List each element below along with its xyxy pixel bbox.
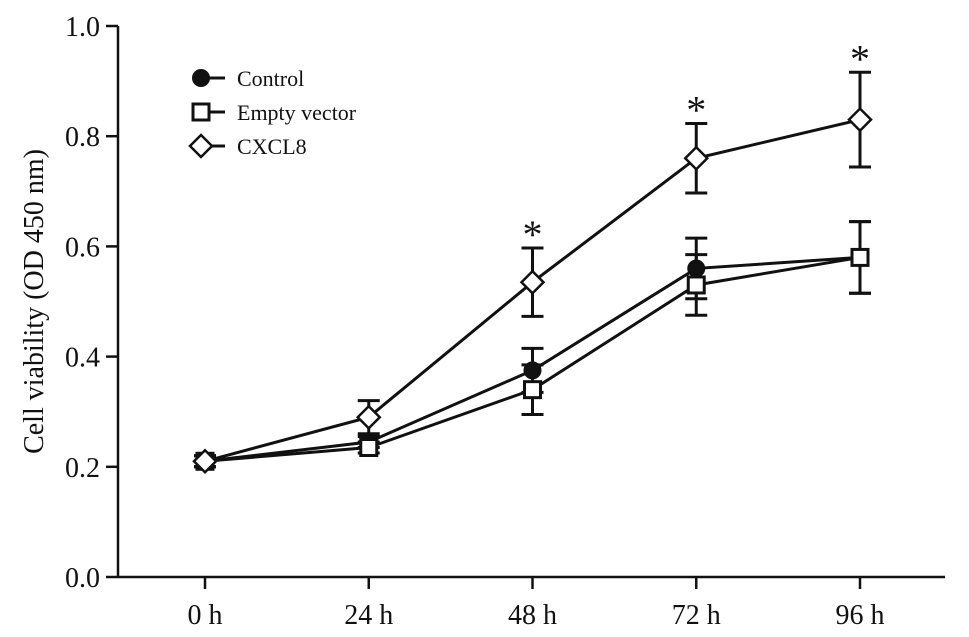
significance-asterisk: * <box>523 212 543 257</box>
data-point-cxcl8 <box>847 106 873 133</box>
significance-asterisk: * <box>686 88 706 133</box>
legend-marker <box>191 102 211 122</box>
data-point-empty-vector <box>359 438 379 458</box>
data-point-cxcl8 <box>683 145 710 172</box>
y-tick-label: 0.6 <box>65 232 100 263</box>
legend: Control Empty vector CXCL8 <box>188 66 357 159</box>
data-point-empty-vector <box>850 247 870 267</box>
series-layer <box>192 70 873 475</box>
legend-label: Empty vector <box>237 100 357 125</box>
y-tick-label: 0.8 <box>65 122 100 153</box>
x-tick-label: 72 h <box>672 600 721 631</box>
y-tick-label: 1.0 <box>65 12 100 43</box>
x-tick-label: 48 h <box>508 600 557 631</box>
significance-asterisk: * <box>850 36 870 81</box>
y-tick-label: 0.4 <box>65 343 100 374</box>
x-ticks: 0 h 24 h 48 h 72 h 96 h <box>188 577 885 631</box>
legend-marker <box>192 69 210 87</box>
data-point-cxcl8 <box>192 448 218 475</box>
annotations: * * * <box>523 36 871 257</box>
series-cxcl8 <box>192 70 873 475</box>
legend-label: Control <box>237 66 304 91</box>
x-tick-label: 24 h <box>344 600 393 631</box>
data-point-cxcl8 <box>519 269 546 295</box>
x-tick-label: 0 h <box>188 600 223 631</box>
y-ticks: 0.0 0.2 0.4 0.6 0.8 1.0 <box>65 12 118 594</box>
data-point-empty-vector <box>523 380 542 400</box>
y-tick-label: 0.0 <box>65 563 100 594</box>
data-point-cxcl8 <box>355 404 382 430</box>
y-axis-title: Cell viability (OD 450 nm) <box>19 149 50 454</box>
x-tick-label: 96 h <box>836 600 885 631</box>
y-tick-label: 0.2 <box>65 453 100 484</box>
axes: 0.0 0.2 0.4 0.6 0.8 1.0 0 h 24 h 48 h 72 h 96 h <box>65 12 945 631</box>
legend-label: CXCL8 <box>237 134 307 159</box>
legend-marker <box>188 133 214 159</box>
data-point-empty-vector <box>686 275 706 295</box>
